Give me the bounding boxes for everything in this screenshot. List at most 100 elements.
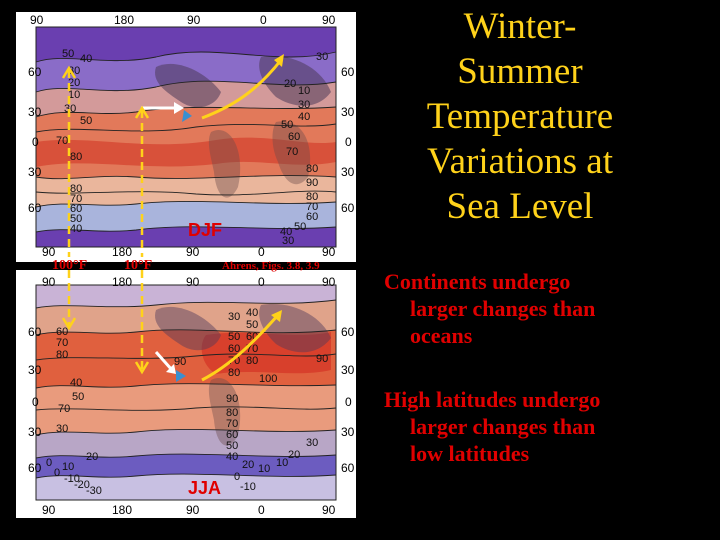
contour-label: 10: [68, 89, 80, 101]
contour-label: 50: [294, 221, 306, 233]
lon-label: 90: [186, 503, 200, 517]
lon-label: 180: [112, 503, 133, 517]
contour-label: 20: [86, 451, 98, 463]
contour-label: 30: [282, 235, 294, 247]
contour-label: -30: [86, 485, 102, 497]
lat-label: 30: [28, 363, 42, 377]
bullet-line: larger changes than: [410, 296, 596, 321]
lat-label: 30: [341, 425, 355, 439]
contour-label: 30: [68, 65, 80, 77]
bullet-latitudes: High latitudes undergo larger changes th…: [384, 386, 714, 467]
jja-temperature-map: 60 70 80 50 60 70 80 40 50 60 70 80 90 1…: [16, 270, 356, 518]
contour-label: 90: [226, 393, 238, 405]
lat-label: 30: [28, 425, 42, 439]
blue-marker-icon: [182, 110, 192, 122]
contour-label: 20: [68, 77, 80, 89]
contour-label: 90: [306, 177, 318, 189]
contour-label: 50: [80, 115, 92, 127]
contour-label: 0: [46, 457, 52, 469]
contour-label: 20: [242, 459, 254, 471]
contour-label: 50: [226, 440, 238, 452]
title-line: Variations at: [427, 141, 613, 182]
contour-label: 40: [280, 226, 292, 238]
contour-label: 40: [298, 111, 310, 123]
contour-label: 30: [298, 99, 310, 111]
contour-label: 30: [306, 437, 318, 449]
contour-label: 100: [259, 373, 277, 385]
lon-label: 0: [260, 13, 267, 27]
contour-label: 10: [276, 457, 288, 469]
title-line: Sea Level: [446, 186, 594, 227]
lon-label: 90: [186, 245, 200, 259]
contour-label: 90: [174, 356, 186, 368]
contour-label: 30: [56, 423, 68, 435]
slide-title: Winter- Summer Temperature Variations at…: [380, 4, 660, 229]
lat-label: 30: [341, 105, 355, 119]
lat-label: 60: [341, 201, 355, 215]
contour-label: 30: [228, 311, 240, 323]
contour-label: 40: [226, 451, 238, 463]
contour-label: 70: [58, 403, 70, 415]
contour-label: 10: [62, 461, 74, 473]
dashed-range-arrow-icon: [134, 270, 150, 375]
contour-label: 60: [226, 429, 238, 441]
lon-label: 90: [42, 503, 56, 517]
lon-label: 0: [258, 275, 265, 289]
lat-label: 60: [341, 461, 355, 475]
dashed-range-arrow-icon: [134, 105, 150, 257]
contour-label: -20: [74, 479, 90, 491]
season-label-djf: DJF: [188, 220, 222, 240]
contour-label: 80: [56, 349, 68, 361]
contour-label: 70: [306, 201, 318, 213]
contour-label: 80: [306, 191, 318, 203]
contour-label: 20: [288, 449, 300, 461]
contour-label: 70: [56, 135, 68, 147]
contour-label: 30: [316, 51, 328, 63]
dashed-range-arrow-icon: [61, 65, 77, 257]
lat-label: 0: [345, 395, 352, 409]
contour-label: 0: [234, 471, 240, 483]
lon-label: 90: [30, 13, 44, 27]
contour-label: 50: [228, 331, 240, 343]
blue-marker-icon: [176, 370, 186, 382]
contour-label: 60: [288, 131, 300, 143]
contour-label: 70: [70, 193, 82, 205]
yellow-arrow-icon: [201, 54, 284, 120]
lat-label: 60: [341, 65, 355, 79]
lat-label: 60: [28, 325, 42, 339]
contour-label: 60: [228, 343, 240, 355]
contour-label: 40: [246, 307, 258, 319]
contour-label: 70: [226, 418, 238, 430]
contour-label: 10: [298, 85, 310, 97]
lat-label: 60: [341, 325, 355, 339]
bullet-line: Continents undergo: [384, 269, 571, 294]
lon-label: 90: [322, 503, 336, 517]
lat-label: 0: [345, 135, 352, 149]
lon-label: 90: [186, 275, 200, 289]
contour-label: 50: [70, 213, 82, 225]
lat-label: 30: [28, 165, 42, 179]
lat-label: 30: [341, 165, 355, 179]
title-line: Winter-: [463, 6, 577, 47]
range-label-100f: 100°F: [52, 258, 88, 273]
title-line: Summer: [457, 51, 583, 92]
contour-label: 40: [80, 53, 92, 65]
bullet-line: oceans: [410, 323, 473, 348]
contour-label: 40: [70, 377, 82, 389]
contour-label: 60: [306, 211, 318, 223]
title-line: Temperature: [426, 96, 614, 137]
lon-label: 90: [187, 13, 201, 27]
djf-map-graphic: 50 40 30 20 10 30 50 70 80 80 70 60 50 4…: [16, 12, 356, 262]
lon-label: 90: [322, 245, 336, 259]
contour-label: 80: [70, 151, 82, 163]
white-arrow-icon: [154, 351, 176, 374]
bullet-line: larger changes than: [410, 414, 596, 439]
contour-label: 0: [54, 467, 60, 479]
lat-label: 30: [28, 105, 42, 119]
white-arrow-icon: [141, 102, 184, 114]
contour-label: 50: [281, 119, 293, 131]
contour-label: 70: [56, 337, 68, 349]
contour-label: 40: [70, 223, 82, 235]
contour-label: 80: [70, 183, 82, 195]
contour-label: 80: [246, 355, 258, 367]
